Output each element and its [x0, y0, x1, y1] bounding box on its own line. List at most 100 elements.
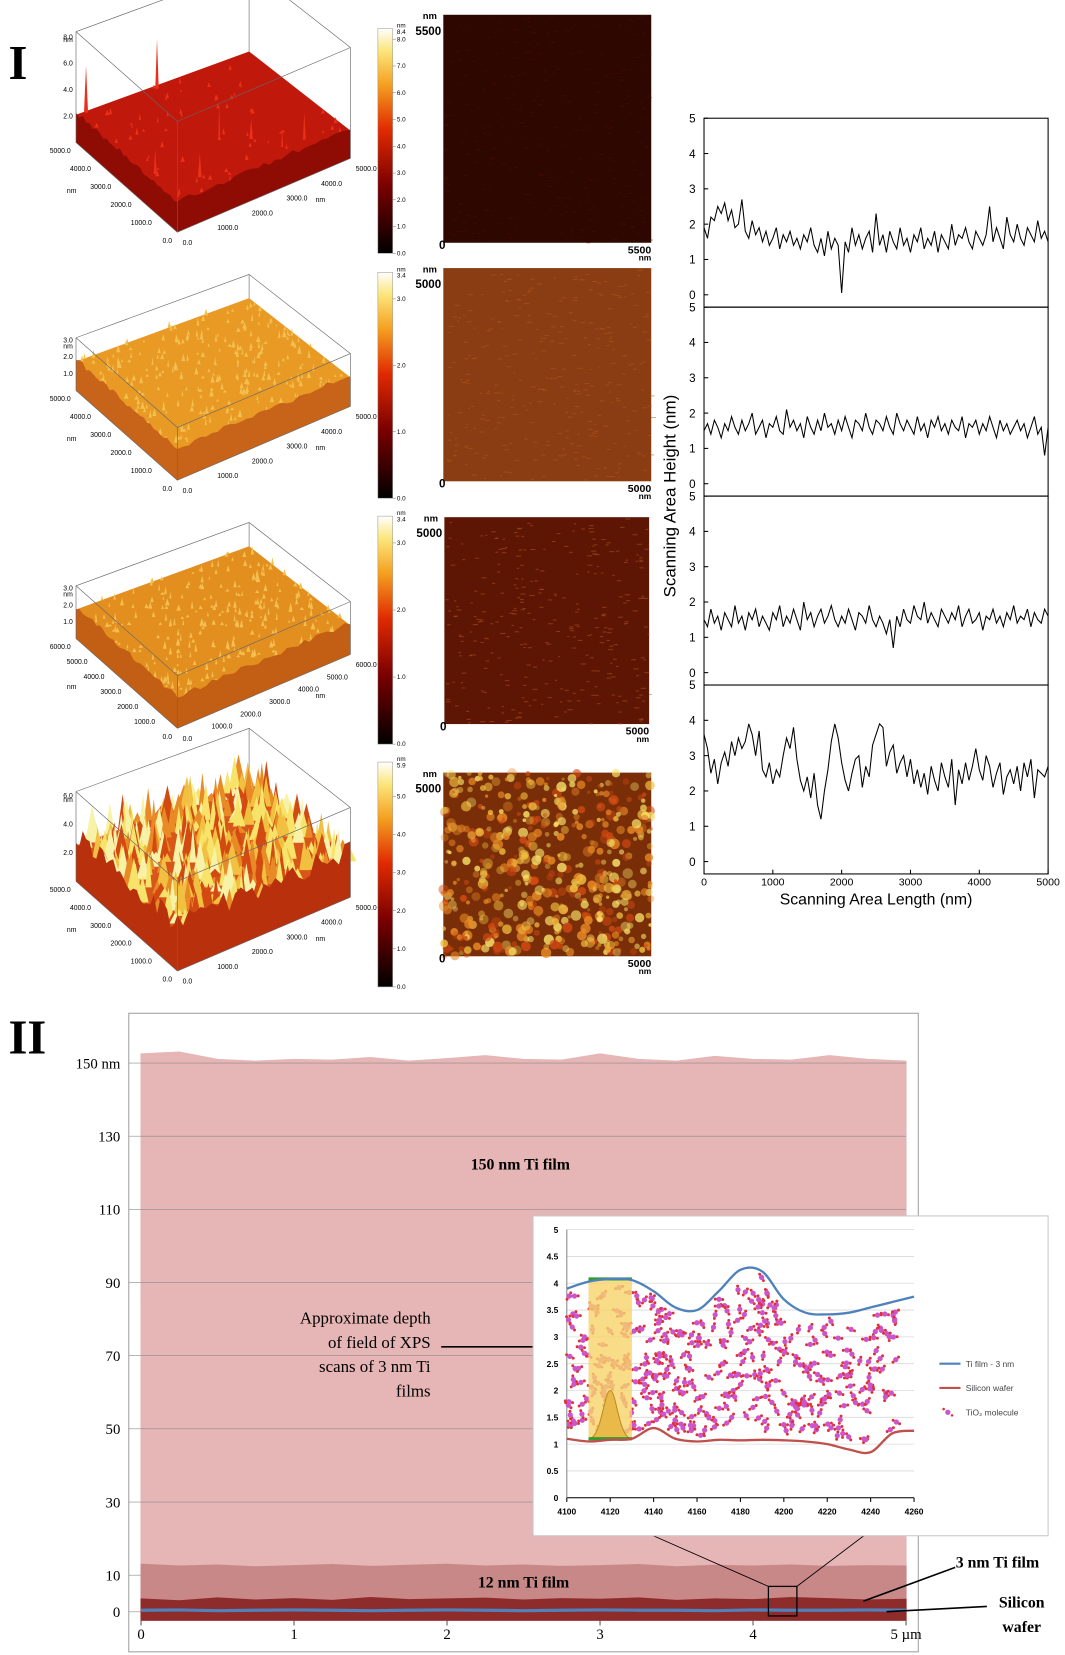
molecule-atom	[783, 1336, 786, 1339]
map-grain	[595, 859, 601, 865]
map-texture	[489, 164, 492, 165]
map-texture	[562, 369, 566, 370]
map-grain	[543, 888, 552, 897]
y-tick-label: 130	[98, 1129, 120, 1145]
map-texture	[487, 391, 490, 392]
map-grain	[488, 810, 493, 815]
molecule	[851, 1393, 856, 1398]
map-texture	[598, 54, 603, 55]
colorbar-tick-label: 3.0	[397, 540, 406, 547]
map-grain	[601, 860, 606, 865]
map-texture	[483, 231, 486, 232]
map-grain	[518, 926, 526, 934]
map-texture	[471, 602, 473, 603]
map-grain	[498, 921, 503, 926]
colorbar	[378, 28, 393, 253]
map-texture	[544, 71, 547, 72]
molecule-atom	[872, 1387, 875, 1390]
map-grain	[568, 915, 571, 918]
map-texture	[451, 565, 456, 566]
map-texture	[595, 91, 599, 92]
map-texture	[610, 476, 615, 477]
molecule	[828, 1319, 833, 1324]
map-grain	[508, 831, 511, 834]
map-texture	[472, 180, 475, 181]
map-texture	[559, 214, 563, 215]
map-texture	[511, 104, 513, 105]
map-texture	[633, 369, 637, 370]
molecule-atom	[579, 1314, 582, 1317]
map-texture	[597, 566, 599, 567]
molecule	[743, 1289, 748, 1294]
afm-peak	[310, 343, 312, 347]
map-texture	[594, 573, 597, 574]
molecule-atom	[569, 1417, 572, 1420]
map-texture	[641, 688, 646, 689]
map-grain	[595, 873, 605, 883]
map-texture	[529, 595, 534, 596]
map-texture	[648, 54, 652, 55]
map-texture	[487, 707, 490, 708]
molecule-atom	[768, 1394, 771, 1397]
plot-frame	[704, 496, 1048, 685]
map-texture	[577, 237, 580, 238]
map-grain	[571, 788, 579, 796]
afm-surface	[76, 51, 350, 204]
map-texture	[609, 551, 614, 552]
map-texture	[480, 431, 485, 432]
legend-swatch	[951, 1414, 954, 1417]
map-texture	[616, 702, 618, 703]
map-texture	[449, 233, 452, 234]
map-texture	[569, 552, 573, 553]
map-grain	[507, 768, 516, 777]
molecule	[580, 1401, 585, 1406]
map-grain	[562, 945, 569, 952]
map-texture	[567, 636, 569, 637]
map-texture	[533, 689, 538, 690]
map-texture	[501, 417, 505, 418]
map-texture	[522, 697, 525, 698]
map-texture	[515, 578, 518, 579]
molecule	[695, 1343, 700, 1348]
map-texture	[510, 57, 515, 58]
map-texture	[616, 666, 618, 667]
y-unit: nm	[67, 188, 77, 195]
molecule	[720, 1342, 725, 1347]
map-grain	[542, 798, 546, 802]
map-texture	[574, 297, 579, 298]
map-grain	[457, 935, 462, 940]
annotation: Silicon	[999, 1595, 1045, 1612]
map-texture	[630, 363, 634, 364]
molecule	[756, 1415, 761, 1420]
molecule-atom	[810, 1405, 813, 1408]
molecule	[694, 1320, 699, 1325]
map-texture	[575, 612, 579, 613]
map-texture	[598, 158, 602, 159]
map-grain	[525, 816, 534, 825]
map-grain	[464, 946, 472, 954]
molecule-atom	[868, 1338, 871, 1341]
map-texture	[596, 338, 601, 339]
molecule	[818, 1377, 823, 1382]
map-texture	[489, 158, 494, 159]
z-tick-label: 4.0	[63, 822, 73, 829]
map-texture	[503, 539, 505, 540]
map-texture	[641, 55, 644, 56]
molecule	[777, 1359, 782, 1364]
map-texture	[587, 555, 592, 556]
map-texture	[625, 621, 629, 622]
map-texture	[555, 66, 559, 67]
map-texture	[605, 544, 608, 545]
map-texture	[596, 695, 599, 696]
map-texture	[490, 623, 493, 624]
colorbar-max-label: 5.9	[397, 762, 406, 769]
map-grain	[639, 947, 645, 953]
map-texture	[497, 657, 500, 658]
molecule-atom	[737, 1292, 740, 1295]
map-texture	[586, 274, 590, 275]
map-grain	[638, 835, 644, 841]
molecule	[846, 1434, 851, 1439]
map-grain	[634, 891, 640, 897]
map-grain	[505, 777, 509, 781]
map-texture	[549, 210, 553, 211]
